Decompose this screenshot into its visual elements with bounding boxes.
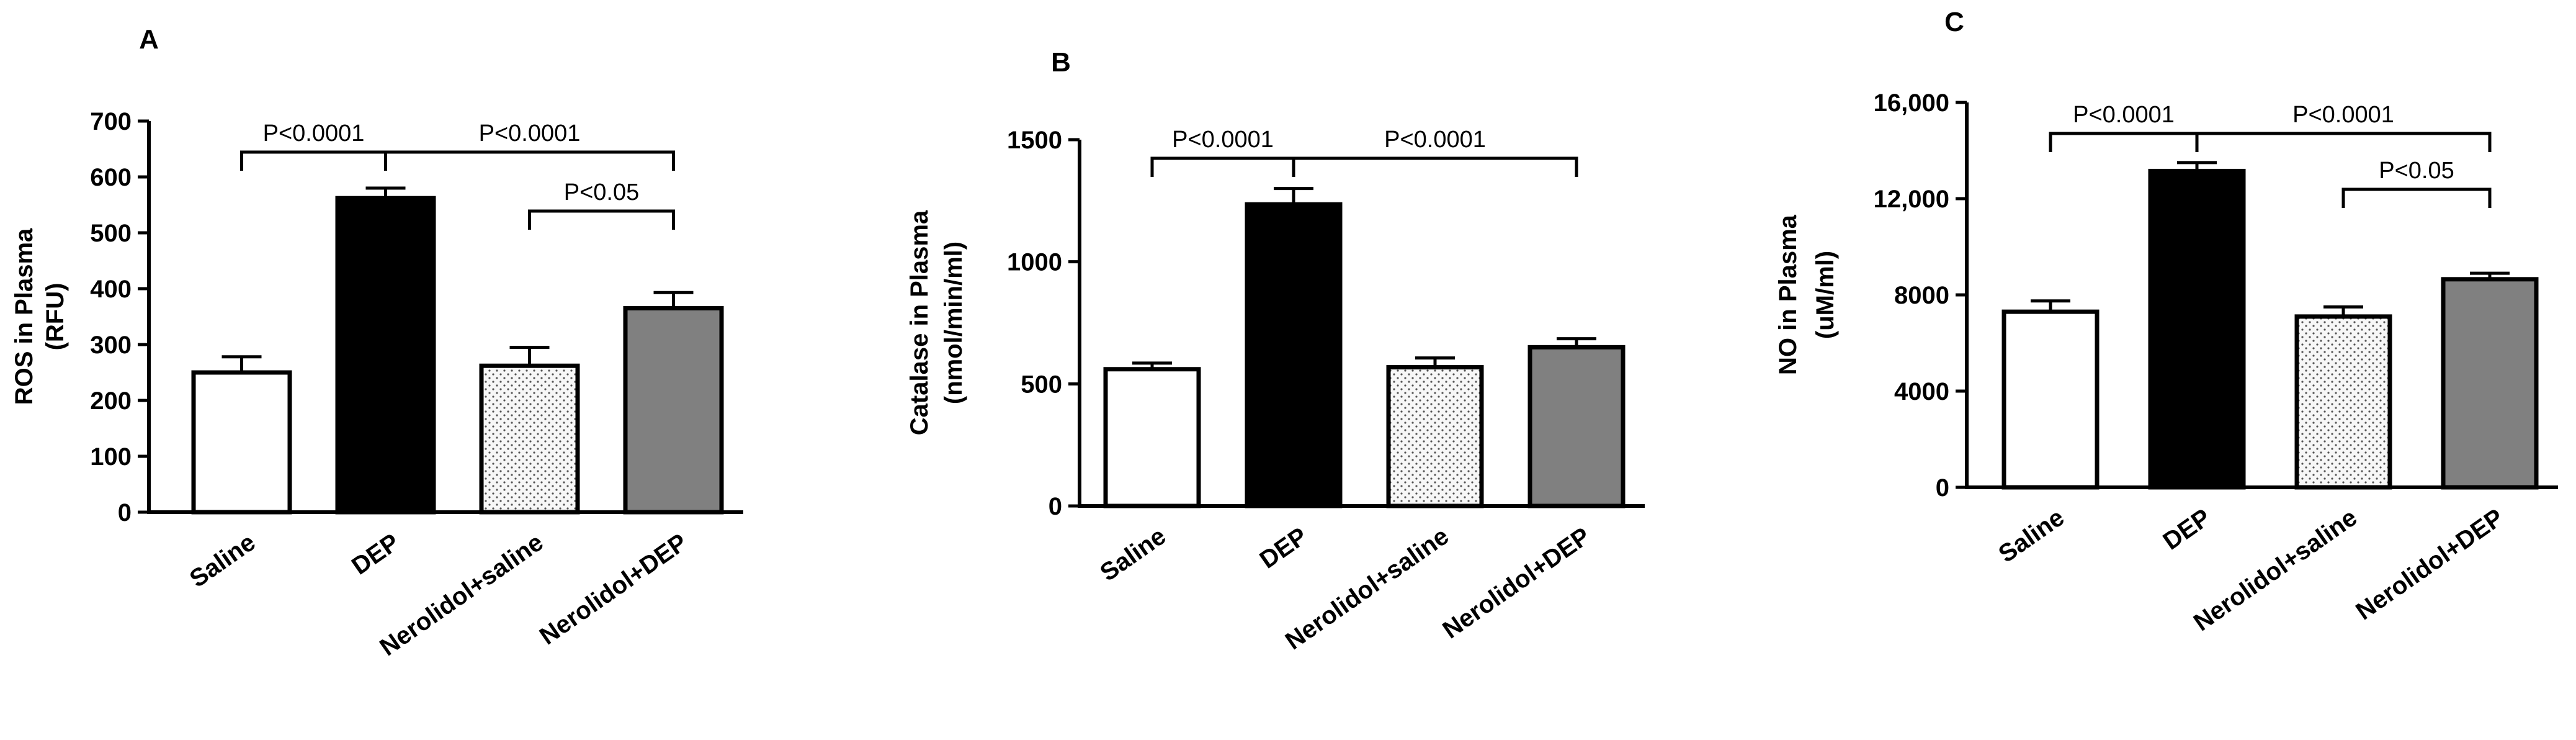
y-tick-label: 12,000: [1874, 186, 1949, 213]
y-tick-label: 500: [1021, 371, 1062, 398]
panel-letter: B: [1051, 47, 1071, 78]
category-label: Nerolidol+DEP: [2351, 503, 2508, 625]
significance-bracket: [384, 150, 675, 171]
y-axis-unit: (RFU): [42, 283, 69, 351]
y-tick-label: 700: [90, 108, 132, 135]
significance-label: P<0.0001: [1172, 127, 1274, 153]
y-tick-label: 16,000: [1874, 89, 1949, 117]
significance-bracket: [240, 150, 387, 171]
panel-B: B Catalase in Plasma (nmol/min/ml) 0 500 1000…: [906, 47, 1645, 655]
panel-letter: C: [1944, 7, 1964, 37]
significance-bracket: [2341, 187, 2492, 208]
bar-nerolidol-dep: [2441, 277, 2539, 490]
bar-nerolidol-saline: [479, 363, 580, 515]
significance-label: P<0.05: [2379, 158, 2454, 184]
y-tick-label: 500: [90, 220, 132, 247]
y-tick-label: 0: [1936, 474, 1949, 502]
panel-letter: A: [139, 24, 159, 55]
bar-saline: [1103, 367, 1201, 508]
category-label: DEP: [2158, 503, 2216, 555]
significance-label: P<0.05: [564, 179, 640, 205]
bar-dep: [335, 196, 436, 515]
y-tick-label: 0: [118, 499, 132, 526]
y-tick-label: 300: [90, 332, 132, 359]
bar-nerolidol-dep: [1527, 345, 1626, 508]
y-tick-label: 400: [90, 276, 132, 303]
y-tick-label: 0: [1049, 493, 1062, 520]
significance-bracket: [528, 209, 675, 230]
significance-label: P<0.0001: [479, 120, 581, 147]
y-tick-label: 200: [90, 387, 132, 415]
panel-C: C NO in Plasma (uM/ml) 0 4000 8000 12,000 16,00…: [1774, 7, 2558, 636]
significance-bracket: [1292, 156, 1578, 177]
y-tick-label: 1000: [1007, 249, 1062, 276]
bar-nerolidol-dep: [623, 306, 724, 515]
significance-bracket: [2195, 132, 2492, 152]
y-tick-label: 8000: [1894, 282, 1949, 309]
panel-A: A ROS in Plasma (RFU) 0 100 200 300 400 500 600 70…: [11, 24, 743, 661]
significance-bracket: [2049, 132, 2199, 152]
category-label: DEP: [347, 528, 405, 580]
significance-bracket: [1150, 156, 1295, 177]
category-label: Nerolidol+DEP: [1438, 522, 1595, 644]
y-axis-unit: (uM/ml): [1812, 251, 1839, 339]
bar-dep: [1245, 202, 1343, 508]
significance-label: P<0.0001: [2292, 102, 2394, 128]
category-label: Saline: [185, 528, 261, 593]
significance-label: P<0.0001: [263, 120, 365, 147]
significance-label: P<0.0001: [2073, 102, 2175, 128]
category-label: Saline: [1993, 503, 2069, 568]
bar-dep: [2148, 168, 2246, 490]
category-label: Nerolidol+DEP: [535, 528, 692, 650]
y-axis-title: NO in Plasma: [1774, 214, 1802, 375]
y-axis-title: ROS in Plasma: [11, 228, 38, 405]
y-tick-label: 4000: [1894, 378, 1949, 405]
y-axis-unit: (nmol/min/ml): [940, 241, 967, 404]
bar-saline: [2001, 309, 2100, 490]
y-tick-label: 600: [90, 164, 132, 191]
category-label: Saline: [1095, 522, 1171, 587]
y-tick-label: 100: [90, 443, 132, 471]
y-tick-label: 1500: [1007, 127, 1062, 154]
significance-label: P<0.0001: [1384, 127, 1486, 153]
category-label: Nerolidol+saline: [2189, 503, 2362, 636]
y-axis-title: Catalase in Plasma: [906, 210, 933, 435]
bar-nerolidol-saline: [2294, 314, 2392, 490]
bar-nerolidol-saline: [1386, 365, 1484, 508]
category-label: DEP: [1255, 522, 1313, 574]
bar-saline: [191, 370, 292, 515]
